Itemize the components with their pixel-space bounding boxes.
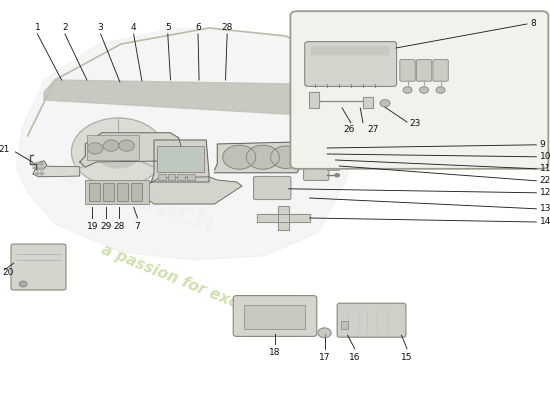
Polygon shape — [278, 206, 289, 230]
Circle shape — [36, 168, 39, 170]
Text: 22: 22 — [540, 176, 550, 185]
Circle shape — [436, 87, 445, 93]
Text: 6: 6 — [195, 24, 201, 32]
Bar — [341, 321, 348, 329]
Text: a passion for excellence: a passion for excellence — [99, 242, 297, 334]
Text: 26: 26 — [344, 125, 355, 134]
Text: 4: 4 — [131, 24, 136, 32]
Text: Eurobuch: Eurobuch — [57, 159, 218, 241]
Text: 1: 1 — [35, 24, 40, 32]
FancyBboxPatch shape — [433, 60, 448, 81]
Polygon shape — [311, 46, 388, 54]
Polygon shape — [214, 142, 300, 173]
Polygon shape — [143, 177, 242, 204]
Bar — [158, 174, 166, 180]
Bar — [103, 183, 114, 201]
Bar — [187, 174, 195, 180]
Text: 11: 11 — [540, 164, 550, 173]
Text: 27: 27 — [367, 125, 379, 134]
Circle shape — [72, 118, 165, 186]
Bar — [85, 180, 148, 204]
Bar — [117, 183, 128, 201]
Text: 10: 10 — [540, 152, 550, 161]
Circle shape — [87, 143, 103, 154]
Bar — [89, 183, 100, 201]
Circle shape — [103, 140, 119, 151]
Circle shape — [271, 146, 301, 168]
FancyBboxPatch shape — [11, 244, 66, 290]
Text: 12: 12 — [540, 188, 550, 197]
Polygon shape — [16, 28, 358, 260]
Text: 8: 8 — [531, 19, 536, 28]
Polygon shape — [309, 92, 373, 108]
Text: 7: 7 — [135, 222, 140, 231]
Circle shape — [223, 145, 256, 169]
Text: 3: 3 — [98, 24, 103, 32]
Circle shape — [119, 140, 134, 151]
Text: 14: 14 — [540, 218, 550, 226]
Circle shape — [96, 136, 140, 168]
Circle shape — [40, 163, 43, 165]
Circle shape — [403, 87, 412, 93]
Text: 21: 21 — [0, 146, 10, 154]
Text: 29: 29 — [100, 222, 111, 231]
FancyBboxPatch shape — [254, 176, 291, 200]
Circle shape — [420, 87, 428, 93]
Bar — [177, 174, 185, 180]
Bar — [168, 174, 175, 180]
Text: 13: 13 — [540, 204, 550, 213]
Text: 15: 15 — [402, 353, 412, 362]
Text: 23: 23 — [410, 119, 421, 128]
Polygon shape — [80, 133, 182, 167]
Circle shape — [19, 281, 27, 287]
Polygon shape — [33, 166, 80, 177]
FancyBboxPatch shape — [305, 42, 397, 86]
Circle shape — [335, 166, 339, 169]
FancyBboxPatch shape — [416, 60, 432, 81]
Polygon shape — [33, 161, 47, 169]
Bar — [244, 305, 305, 329]
Text: 19: 19 — [87, 222, 98, 231]
Text: 16: 16 — [349, 353, 360, 362]
Text: 2: 2 — [62, 24, 68, 32]
Bar — [327, 161, 339, 170]
Text: 17: 17 — [319, 353, 330, 362]
Circle shape — [40, 172, 43, 175]
Text: 20: 20 — [3, 268, 14, 277]
Polygon shape — [257, 214, 310, 222]
FancyBboxPatch shape — [337, 303, 406, 337]
Polygon shape — [151, 140, 209, 182]
Bar — [157, 146, 204, 172]
Text: 5: 5 — [165, 24, 170, 32]
Circle shape — [36, 163, 39, 165]
FancyBboxPatch shape — [304, 143, 329, 180]
Text: 18: 18 — [270, 348, 280, 357]
Circle shape — [380, 100, 390, 107]
Circle shape — [335, 174, 339, 177]
Circle shape — [36, 172, 39, 175]
Text: 28: 28 — [113, 222, 124, 231]
Circle shape — [246, 145, 279, 169]
Text: 28: 28 — [222, 24, 233, 32]
Circle shape — [335, 151, 339, 154]
Bar — [87, 135, 139, 160]
Circle shape — [40, 168, 43, 170]
Polygon shape — [44, 80, 336, 116]
Bar — [131, 183, 142, 201]
Text: 9: 9 — [540, 140, 545, 149]
FancyBboxPatch shape — [400, 60, 415, 81]
FancyBboxPatch shape — [233, 296, 317, 336]
Circle shape — [335, 158, 339, 162]
Circle shape — [318, 328, 331, 338]
FancyBboxPatch shape — [290, 11, 548, 169]
